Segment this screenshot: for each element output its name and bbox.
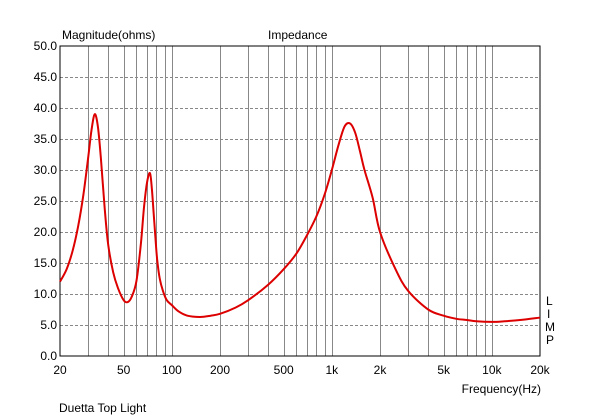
- y-tick-labels: 0.0 5.0 10.0 15.0 20.0 25.0 30.0 35.0 40.0 45.0 50…: [34, 39, 58, 363]
- y-tick-label: 50.0: [34, 39, 58, 53]
- y-tick-label: 40.0: [34, 101, 58, 115]
- x-tick-label: 5k: [437, 363, 451, 377]
- y-tick-label: 30.0: [34, 163, 58, 177]
- x-tick-label: 50: [117, 363, 131, 377]
- side-label-l: L: [546, 294, 553, 308]
- x-tick-label: 1k: [325, 363, 339, 377]
- series-layer: [59, 113, 541, 323]
- x-tick-label: 20k: [530, 363, 550, 377]
- x-tick-label: 2k: [374, 363, 388, 377]
- y-tick-label: 45.0: [34, 70, 58, 84]
- y-tick-label: 10.0: [34, 287, 58, 301]
- y-tick-label: 25.0: [34, 194, 58, 208]
- impedance-series-line: [59, 113, 541, 323]
- x-tick-label: 10k: [482, 363, 502, 377]
- chart-caption: Duetta Top Light: [59, 401, 147, 415]
- side-label-p: P: [546, 333, 554, 347]
- side-label-i: I: [547, 307, 550, 321]
- x-tick-labels: 20 50 100 200 500 1k 2k 5k 10k 20k: [53, 363, 550, 377]
- y-tick-label: 0.0: [40, 349, 57, 363]
- y-tick-label: 15.0: [34, 256, 58, 270]
- y-tick-label: 5.0: [40, 318, 57, 332]
- plot-frame: [59, 45, 541, 357]
- x-tick-label: 20: [53, 363, 67, 377]
- y-tick-label: 35.0: [34, 132, 58, 146]
- x-tick-label: 200: [210, 363, 230, 377]
- y-axis-label: Magnitude(ohms): [62, 28, 155, 42]
- chart-title: Impedance: [268, 28, 328, 42]
- x-tick-label: 500: [274, 363, 294, 377]
- x-axis-label: Frequency(Hz): [462, 382, 541, 396]
- x-tick-label: 100: [162, 363, 182, 377]
- side-label-m: M: [545, 320, 555, 334]
- grid-lines: [60, 46, 540, 356]
- y-tick-label: 20.0: [34, 225, 58, 239]
